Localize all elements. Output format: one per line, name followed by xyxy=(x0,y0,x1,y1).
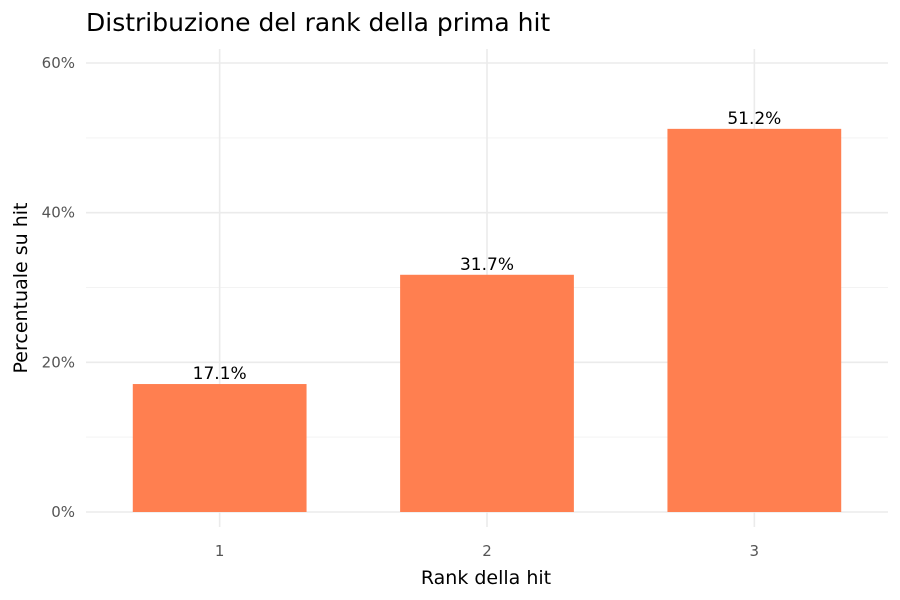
x-axis-title: Rank della hit xyxy=(421,567,551,589)
bar-rank-2 xyxy=(400,274,574,512)
chart-title: Distribuzione del rank della prima hit xyxy=(86,8,550,37)
x-tick-label: 1 xyxy=(215,542,225,560)
y-tick-labels: 0% 20% 40% 60% xyxy=(42,54,75,521)
x-tick-label: 2 xyxy=(482,542,492,560)
y-axis-title: Percentuale su hit xyxy=(10,203,32,374)
x-tick-labels: 1 2 3 xyxy=(215,542,759,560)
data-label-rank-1: 17.1% xyxy=(193,364,247,384)
bar-rank-3 xyxy=(667,128,842,512)
bars xyxy=(132,128,842,512)
y-tick-label: 20% xyxy=(42,353,75,371)
y-tick-label: 0% xyxy=(51,503,75,521)
data-label-rank-2: 31.7% xyxy=(460,255,514,275)
data-label-rank-3: 51.2% xyxy=(727,109,781,129)
y-tick-label: 40% xyxy=(42,204,75,222)
data-labels: 17.1% 31.7% 51.2% xyxy=(193,109,782,384)
bar-rank-1 xyxy=(132,384,307,512)
y-tick-label: 60% xyxy=(42,54,75,72)
x-tick-label: 3 xyxy=(750,542,760,560)
